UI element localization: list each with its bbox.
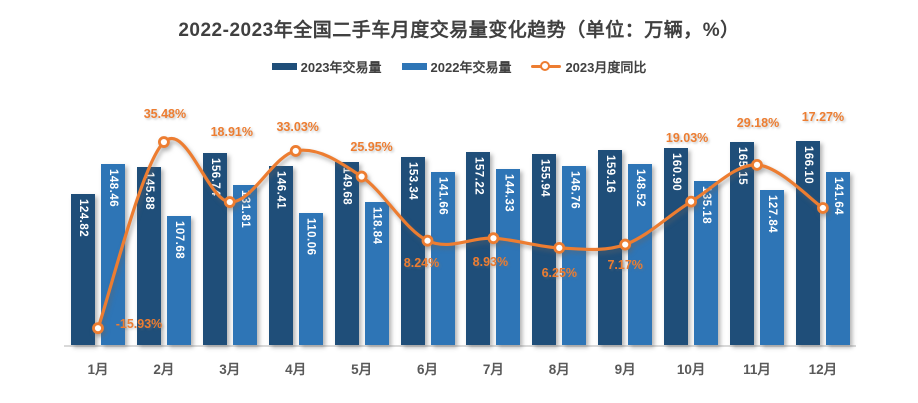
- yoy-label-6月: 8.24%: [403, 255, 440, 270]
- line-marker-4月: [289, 145, 302, 157]
- bar-value-label: 160.90: [670, 152, 683, 191]
- x-axis-line: [64, 345, 856, 347]
- bar-2023年交易量-8月: 155.94: [532, 154, 557, 345]
- bar-value-label: 144.33: [502, 173, 515, 213]
- bar-value-label: 146.76: [568, 170, 581, 210]
- legend-label: 2023年交易量: [300, 59, 382, 75]
- x-axis-label-11月: 11月: [743, 362, 771, 377]
- bar-value-label: 146.41: [274, 171, 287, 210]
- bar-2023年交易量-5月: 149.68: [334, 162, 359, 345]
- chart-title: 2022-2023年全国二手车月度交易量变化趋势（单位：万辆，%）: [178, 20, 740, 41]
- yoy-label-5月: 25.95%: [350, 139, 393, 154]
- bar-2023年交易量-1月: 124.82: [71, 194, 95, 345]
- yoy-label-12月: 17.27%: [801, 109, 845, 124]
- bar-2022年交易量-8月: 146.76: [562, 165, 587, 345]
- yoy-label-11月: 29.18%: [736, 115, 780, 130]
- x-axis-label-8月: 8月: [548, 362, 570, 377]
- x-axis-label-5月: 5月: [351, 362, 373, 377]
- bar-value-label: 135.18: [700, 185, 713, 224]
- bar-value-label: 149.68: [340, 167, 353, 206]
- legend-label: 2023月度同比: [565, 59, 647, 75]
- bar-value-label: 148.46: [107, 168, 119, 207]
- bar-2023年交易量-12月: 166.10: [795, 141, 820, 345]
- bar-value-label: 107.68: [172, 221, 185, 260]
- bar-2022年交易量-9月: 148.52: [628, 163, 653, 345]
- yoy-label-4月: 33.03%: [276, 119, 319, 134]
- yoy-label-2月: 35.48%: [143, 107, 187, 122]
- bar-2023年交易量-6月: 153.34: [400, 157, 425, 345]
- legend-line-dot: [540, 60, 551, 71]
- bar-value-label: 124.82: [77, 199, 89, 238]
- bar-value-label: 118.84: [370, 206, 383, 245]
- yoy-label-3月: 18.91%: [210, 125, 253, 140]
- bar-2023年交易量-11月: 165.15: [730, 142, 754, 345]
- bar-2023年交易量-9月: 159.16: [598, 149, 623, 345]
- yoy-label-8月: 6.25%: [541, 265, 578, 280]
- bar-2023年交易量-4月: 146.41: [268, 166, 293, 345]
- legend-item-2: 2023月度同比: [531, 57, 646, 76]
- bar-value-label: 157.22: [472, 157, 485, 196]
- legend-line-marker-icon: [531, 60, 562, 72]
- bar-2022年交易量-3月: 131.81: [232, 185, 257, 345]
- bar-value-label: 141.64: [831, 177, 844, 216]
- x-axis-label-7月: 7月: [482, 362, 504, 377]
- legend: 2023年交易量 2022年交易量 2023月度同比: [0, 57, 918, 75]
- bar-2022年交易量-11月: 127.84: [760, 190, 784, 345]
- bar-value-label: 141.66: [436, 177, 449, 216]
- bar-2022年交易量-2月: 107.68: [166, 216, 191, 345]
- x-axis-label-1月: 1月: [87, 362, 109, 377]
- x-axis-label-4月: 4月: [285, 362, 307, 377]
- yoy-label-10月: 19.03%: [665, 130, 709, 145]
- bar-value-label: 145.88: [142, 171, 155, 211]
- bar-value-label: 153.34: [406, 162, 419, 201]
- x-axis-label-3月: 3月: [219, 362, 241, 377]
- bar-value-label: 155.94: [538, 159, 551, 198]
- legend-item-0: 2023年交易量: [271, 57, 382, 76]
- bar-value-label: 148.52: [634, 168, 647, 207]
- bar-value-label: 110.06: [304, 217, 317, 256]
- bar-2023年交易量-10月: 160.90: [664, 147, 689, 345]
- bar-2022年交易量-4月: 110.06: [298, 212, 323, 345]
- bar-2022年交易量-12月: 141.64: [825, 172, 850, 345]
- bar-value-label: 127.84: [766, 195, 778, 234]
- bar-value-label: 165.15: [736, 147, 748, 186]
- bar-2023年交易量-7月: 157.22: [466, 152, 491, 345]
- yoy-label-7月: 8.93%: [472, 255, 509, 270]
- legend-bar-swatch: [271, 62, 297, 70]
- x-axis-label-2月: 2月: [153, 362, 175, 377]
- yoy-label-9月: 7.17%: [607, 257, 643, 272]
- bar-2023年交易量-3月: 156.74: [202, 153, 227, 345]
- x-axis-label-6月: 6月: [416, 362, 439, 377]
- legend-label: 2022年交易量: [430, 59, 512, 75]
- legend-bar-swatch: [401, 62, 427, 70]
- bar-value-label: 159.16: [604, 154, 617, 194]
- legend-item-1: 2022年交易量: [401, 57, 512, 76]
- bar-2022年交易量-10月: 135.18: [694, 180, 719, 345]
- bar-value-label: 166.10: [801, 146, 814, 185]
- bar-2022年交易量-5月: 118.84: [364, 201, 389, 345]
- x-axis-label-10月: 10月: [676, 362, 706, 377]
- x-axis-label-9月: 9月: [614, 362, 636, 377]
- x-axis-label-12月: 12月: [808, 362, 838, 377]
- bar-value-label: 156.74: [208, 158, 221, 197]
- yoy-label-1月: -15.93%: [115, 317, 163, 332]
- line-marker-2月: [157, 136, 170, 148]
- bar-value-label: 131.81: [238, 190, 251, 229]
